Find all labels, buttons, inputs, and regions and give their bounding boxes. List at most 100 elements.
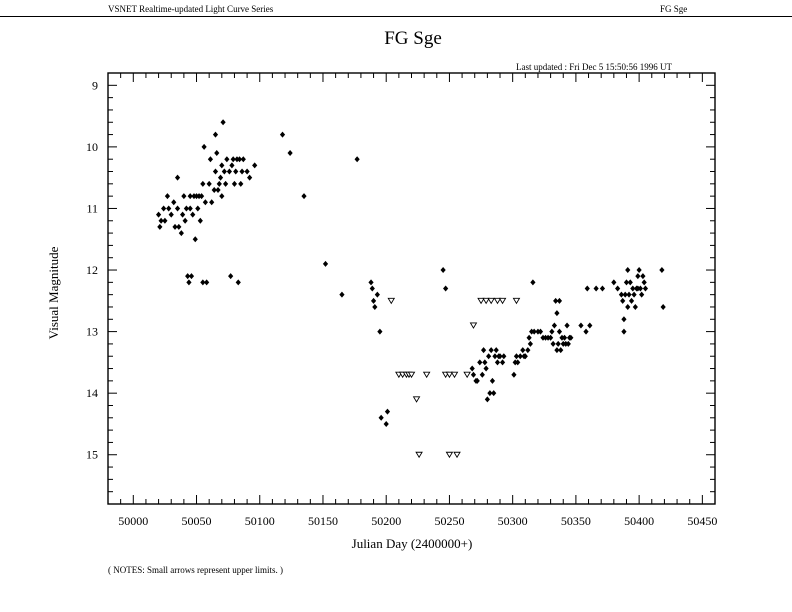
- observation-point: [497, 353, 503, 360]
- observation-point: [231, 180, 238, 187]
- observation-point: [637, 285, 643, 292]
- observation-point: [226, 168, 232, 175]
- data-points: [155, 119, 666, 459]
- observation-point: [526, 334, 532, 341]
- observation-point: [279, 131, 286, 138]
- observation-point: [204, 279, 210, 286]
- observation-point: [383, 420, 389, 427]
- observation-point: [525, 347, 531, 354]
- observation-point: [187, 193, 193, 200]
- x-axis-label: Julian Day (2400000+): [352, 536, 473, 551]
- observation-point: [239, 168, 245, 175]
- observation-point: [632, 303, 638, 310]
- observation-point: [201, 143, 207, 150]
- observation-point: [252, 162, 258, 169]
- observation-point: [561, 334, 568, 341]
- observation-point: [219, 193, 225, 200]
- observation-point: [615, 285, 621, 292]
- observation-point: [474, 377, 480, 384]
- observation-point: [554, 347, 560, 354]
- observation-point: [192, 236, 198, 243]
- upper-limit-arrow: [450, 371, 459, 379]
- plot-frame: [107, 72, 716, 505]
- observation-point: [180, 211, 186, 218]
- observation-point: [178, 230, 184, 237]
- y-tick-label: 14: [86, 386, 98, 400]
- observation-point: [511, 371, 517, 378]
- observation-point: [164, 193, 171, 200]
- observation-point: [443, 285, 449, 292]
- observation-point: [631, 291, 637, 298]
- x-tick-label: 50350: [561, 514, 591, 528]
- observation-point: [369, 285, 375, 292]
- observation-point: [659, 267, 665, 274]
- observation-point: [161, 205, 167, 212]
- observation-point: [212, 168, 219, 175]
- observation-point: [626, 291, 632, 298]
- observation-point: [593, 285, 599, 292]
- observation-point: [494, 359, 501, 366]
- x-tick-label: 50200: [371, 514, 401, 528]
- observation-point: [550, 340, 556, 347]
- upper-limit-arrow: [477, 297, 485, 305]
- observation-point: [182, 217, 188, 224]
- observation-point: [558, 347, 564, 354]
- observation-point: [517, 353, 523, 360]
- series-header: VSNET Realtime-updated Light Curve Serie…: [108, 4, 274, 14]
- observation-point: [554, 310, 560, 317]
- observation-point: [186, 279, 192, 286]
- upper-limit-arrow: [493, 297, 502, 305]
- observation-point: [176, 223, 182, 230]
- upper-limit-arrow: [469, 322, 478, 329]
- observation-point: [440, 267, 446, 274]
- observation-point: [618, 291, 625, 298]
- observation-point: [636, 267, 642, 274]
- observation-point: [200, 279, 206, 286]
- observation-point: [640, 273, 646, 280]
- upper-limit-arrow: [445, 451, 454, 459]
- observation-point: [491, 390, 497, 397]
- observation-point: [489, 377, 496, 384]
- upper-limit-arrow: [453, 451, 461, 459]
- observation-point: [377, 328, 383, 335]
- observation-point: [240, 156, 246, 163]
- last-updated-timestamp: Last updated : Fri Dec 5 15:50:56 1996 U…: [516, 62, 672, 72]
- observation-point: [549, 328, 555, 335]
- observation-point: [206, 180, 212, 187]
- y-tick-label: 15: [86, 448, 98, 462]
- observation-point: [564, 322, 570, 329]
- y-tick-label: 11: [86, 201, 98, 215]
- x-axis-ticks: 50000 50050 50100 50150 50200 50250 50300 50350…: [107, 73, 717, 528]
- upper-limit-arrow: [482, 297, 490, 305]
- observation-point: [181, 193, 187, 200]
- observation-point: [215, 186, 221, 193]
- observation-point: [483, 365, 489, 372]
- observation-point: [183, 205, 190, 212]
- observation-point: [493, 347, 499, 354]
- observation-point: [623, 279, 630, 286]
- observation-point: [217, 174, 224, 181]
- observation-point: [515, 359, 521, 366]
- x-tick-label: 50050: [182, 514, 212, 528]
- observation-point: [642, 285, 649, 292]
- y-axis-ticks: 9 10 11 12 13 14 15: [86, 72, 715, 505]
- observation-point: [635, 273, 641, 280]
- observation-point: [578, 322, 584, 329]
- observation-point: [230, 156, 236, 163]
- observation-point: [627, 279, 633, 286]
- observation-point: [216, 180, 222, 187]
- upper-limit-arrow: [422, 371, 431, 379]
- x-tick-label: 50250: [434, 514, 464, 528]
- observation-point: [378, 414, 384, 421]
- upper-limit-arrow: [387, 297, 396, 305]
- x-tick-label: 50300: [498, 514, 528, 528]
- observation-point: [229, 162, 235, 169]
- observation-point: [188, 273, 195, 280]
- plot-border: [107, 72, 716, 505]
- observation-point: [155, 211, 162, 218]
- observation-point: [214, 150, 220, 157]
- observation-point: [622, 291, 628, 298]
- observation-point: [187, 205, 193, 212]
- observation-point: [372, 303, 378, 310]
- observation-point: [630, 285, 636, 292]
